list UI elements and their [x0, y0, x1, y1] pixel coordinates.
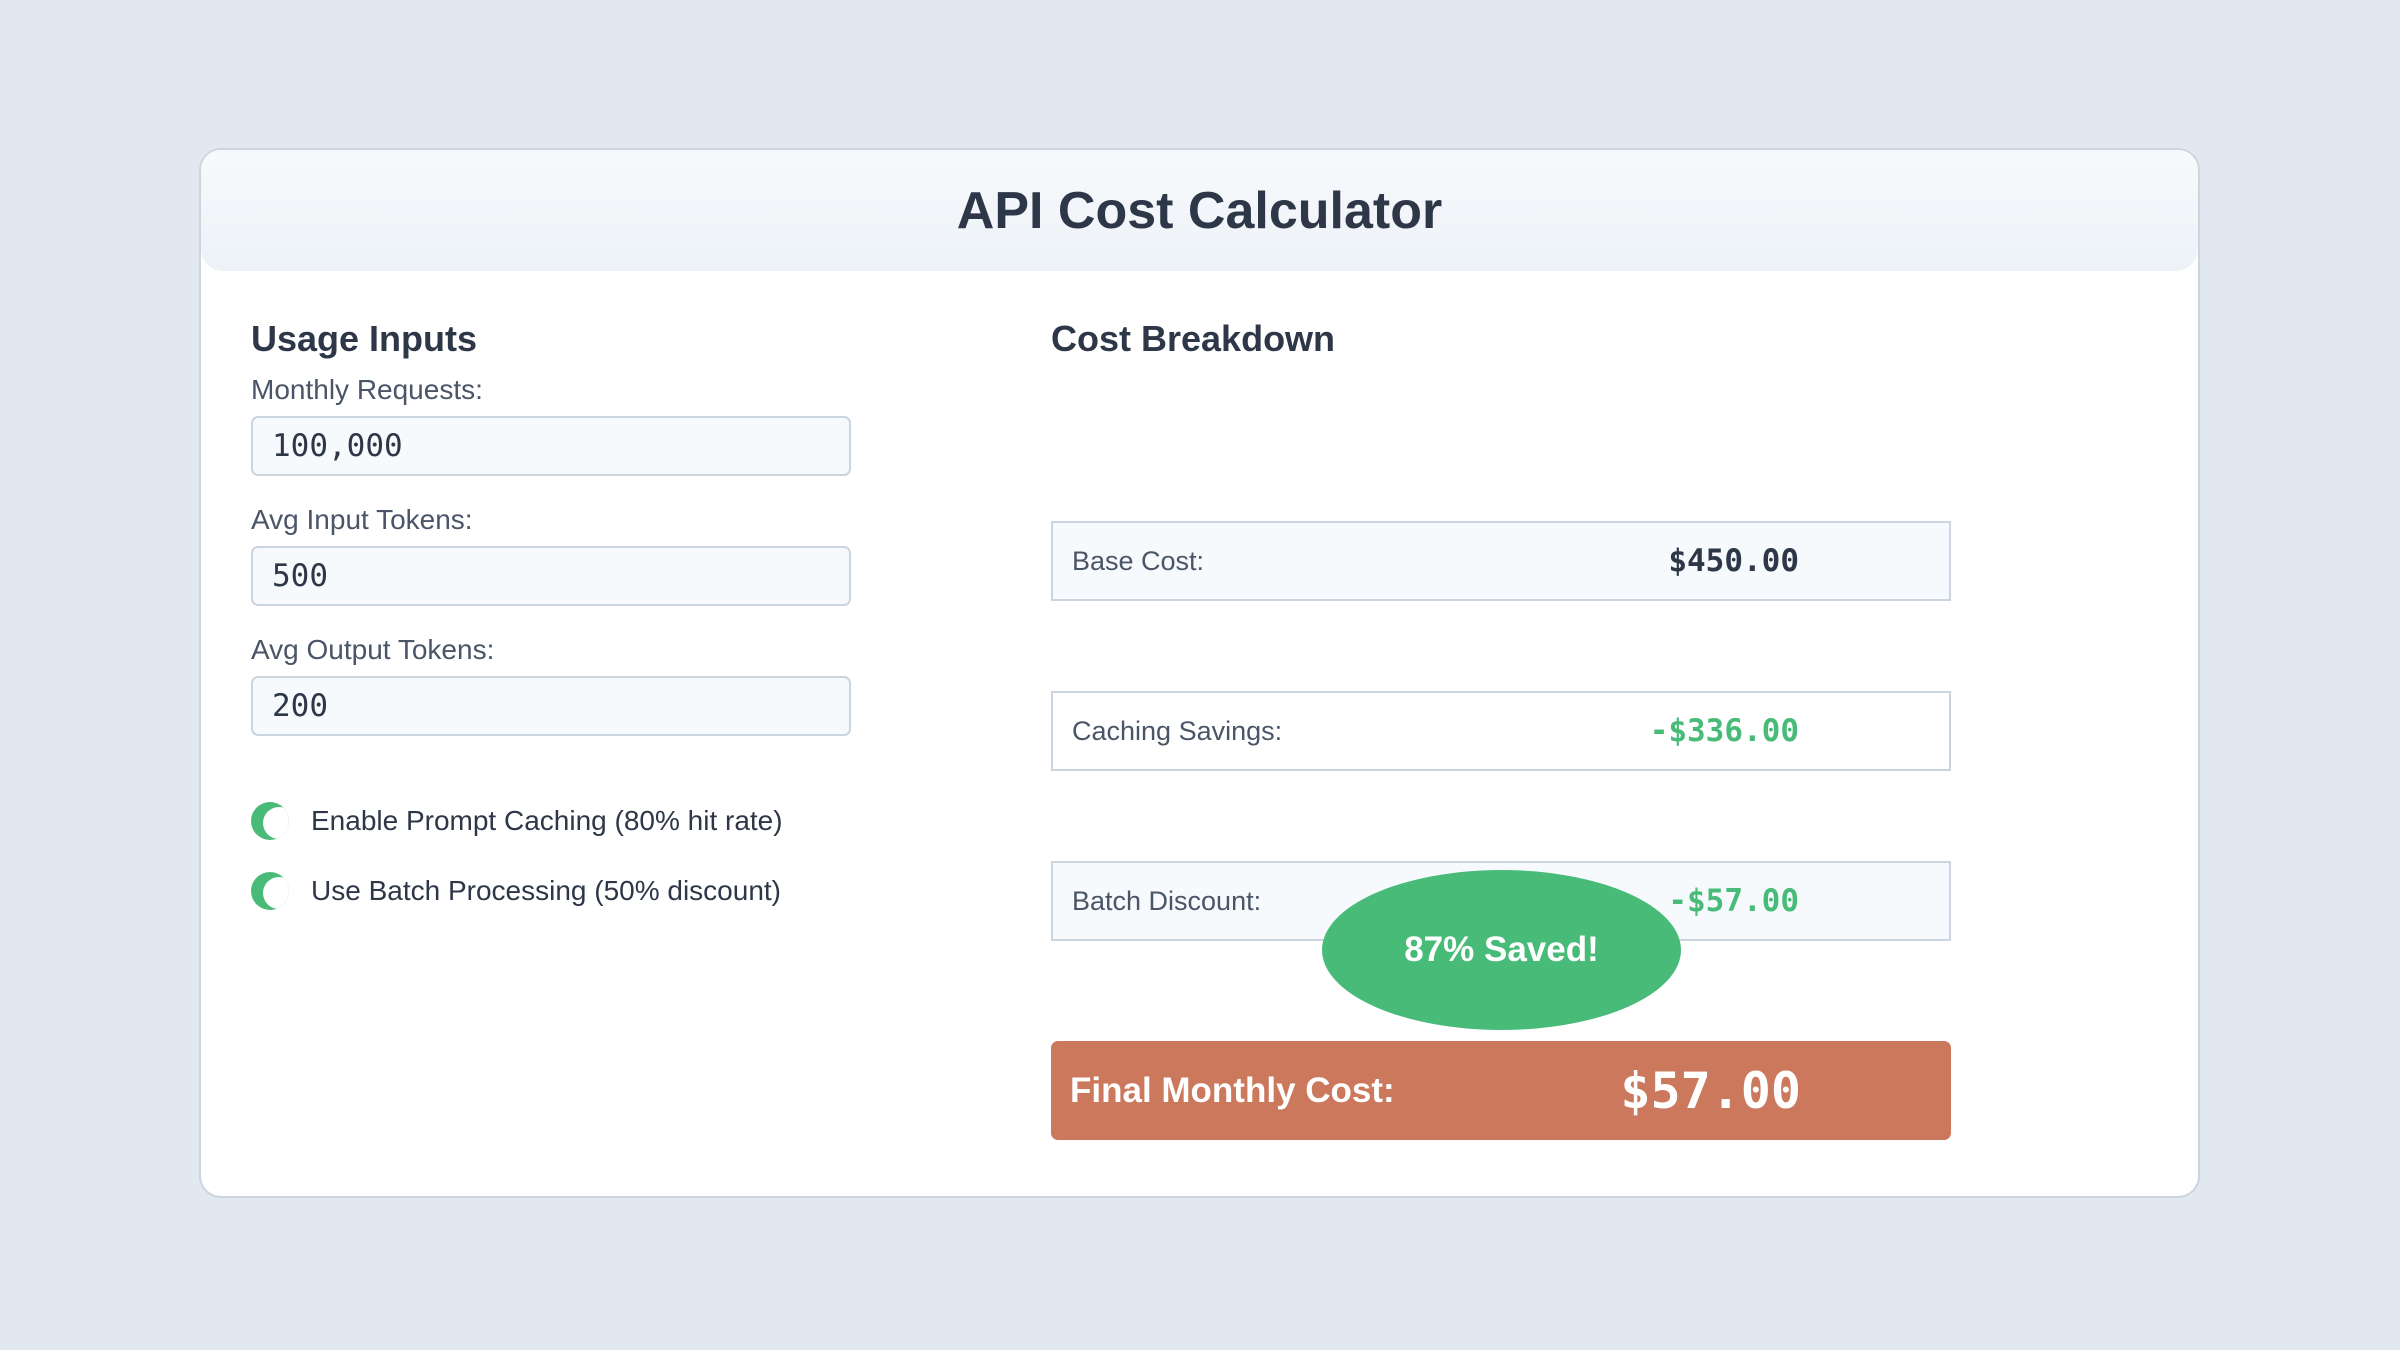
- savings-badge: 87% Saved!: [1322, 870, 1681, 1030]
- monthly-requests-input[interactable]: 100,000: [251, 416, 851, 476]
- final-cost-value: $57.00: [1620, 1061, 1801, 1120]
- avg-output-tokens-label: Avg Output Tokens:: [251, 634, 495, 665]
- monthly-requests-label: Monthly Requests:: [251, 374, 483, 405]
- batch-processing-toggle[interactable]: Use Batch Processing (50% discount): [251, 872, 781, 910]
- final-cost-label: Final Monthly Cost:: [1070, 1070, 1395, 1110]
- final-cost-box: Final Monthly Cost: $57.00: [1051, 1041, 1951, 1140]
- base-cost-row: Base Cost: $450.00: [1051, 521, 1951, 601]
- usage-inputs-heading: Usage Inputs: [251, 318, 478, 359]
- row-label: Base Cost:: [1072, 545, 1205, 576]
- avg-input-tokens-label: Avg Input Tokens:: [251, 504, 473, 535]
- row-label: Caching Savings:: [1072, 715, 1283, 746]
- caching-savings-row: Caching Savings: -$336.00: [1051, 691, 1951, 771]
- prompt-caching-toggle[interactable]: Enable Prompt Caching (80% hit rate): [251, 802, 783, 840]
- row-value: -$57.00: [1668, 883, 1799, 919]
- avg-input-tokens-input[interactable]: 500: [251, 546, 851, 606]
- header: API Cost Calculator: [201, 150, 2198, 271]
- toggle-on-icon: [251, 802, 289, 840]
- cost-breakdown-heading: Cost Breakdown: [1051, 318, 1336, 359]
- row-label: Batch Discount:: [1072, 885, 1262, 916]
- batch-processing-label: Use Batch Processing (50% discount): [311, 875, 781, 906]
- prompt-caching-label: Enable Prompt Caching (80% hit rate): [311, 805, 783, 836]
- calculator-card: API Cost Calculator Usage Inputs Monthly…: [199, 148, 2200, 1198]
- toggle-on-icon: [251, 872, 289, 910]
- row-value: -$336.00: [1649, 713, 1799, 749]
- avg-output-tokens-input[interactable]: 200: [251, 676, 851, 736]
- page-title: API Cost Calculator: [956, 181, 1443, 240]
- row-value: $450.00: [1668, 543, 1799, 579]
